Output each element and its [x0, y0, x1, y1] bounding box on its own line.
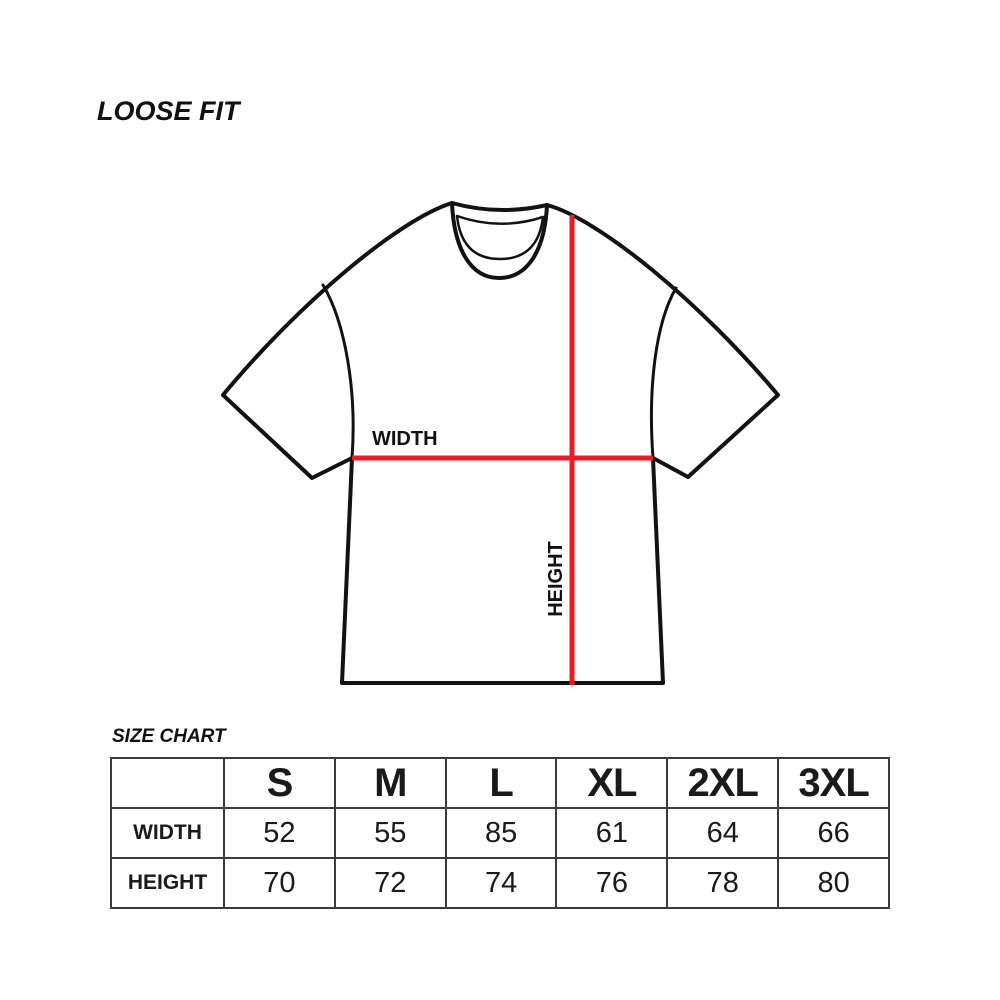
width-row-label: WIDTH — [110, 807, 225, 859]
width-row: WIDTH 52 55 85 61 64 66 — [110, 807, 890, 859]
corner-cell — [110, 757, 225, 809]
size-chart-heading: SIZE CHART — [112, 726, 226, 747]
left-armhole-seam — [321, 283, 355, 460]
height-m: 72 — [333, 857, 447, 909]
size-col-s: S — [223, 757, 336, 809]
right-armhole-seam — [649, 286, 678, 460]
size-chart-table: S M L XL 2XL 3XL WIDTH 52 55 85 61 64 66… — [110, 757, 890, 909]
height-label: HEIGHT — [545, 541, 567, 617]
width-m: 55 — [333, 807, 447, 859]
size-col-2xl: 2XL — [666, 757, 780, 809]
size-col-xl: XL — [555, 757, 669, 809]
size-col-3xl: 3XL — [777, 757, 890, 809]
collar-inner — [455, 214, 545, 261]
width-xl: 61 — [555, 807, 669, 859]
width-s: 52 — [223, 807, 336, 859]
height-3xl: 80 — [777, 857, 890, 909]
size-col-l: L — [444, 757, 558, 809]
height-l: 74 — [444, 857, 558, 909]
page-title: LOOSE FIT — [97, 96, 240, 126]
height-row: HEIGHT 70 72 74 76 78 80 — [110, 857, 890, 909]
width-label: WIDTH — [372, 428, 438, 450]
collar-outer — [450, 201, 549, 281]
width-3xl: 66 — [777, 807, 890, 859]
height-2xl: 78 — [666, 857, 780, 909]
width-2xl: 64 — [666, 807, 780, 859]
width-l: 85 — [444, 807, 558, 859]
size-col-m: M — [333, 757, 447, 809]
height-xl: 76 — [555, 857, 669, 909]
size-header-row: S M L XL 2XL 3XL — [110, 757, 890, 809]
collar-back-seam — [455, 214, 545, 225]
height-s: 70 — [223, 857, 336, 909]
height-row-label: HEIGHT — [110, 857, 225, 909]
tshirt-outline — [221, 201, 780, 685]
